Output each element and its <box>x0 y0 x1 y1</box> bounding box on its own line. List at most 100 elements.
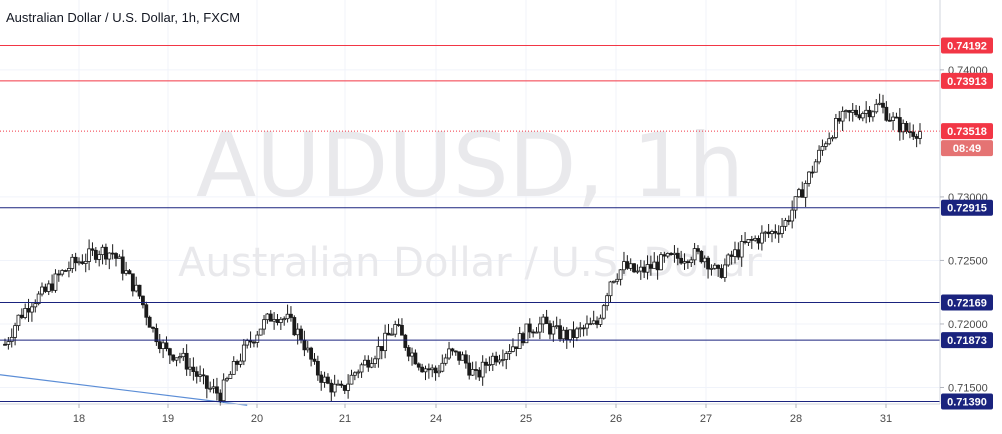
candle-down <box>706 257 710 270</box>
candle-up <box>480 361 485 378</box>
candle-up <box>682 261 687 264</box>
candle-up <box>423 368 428 373</box>
candle-down <box>894 116 899 119</box>
candle-up <box>541 316 546 325</box>
candle-down <box>302 339 307 351</box>
candle-down <box>564 329 569 340</box>
candle-up <box>490 355 495 365</box>
candle-up <box>369 363 374 368</box>
candle-down <box>154 328 159 343</box>
candle-up <box>376 346 381 360</box>
candle-down <box>144 304 149 318</box>
candle-up <box>601 305 606 319</box>
level-price-badge <box>941 332 993 349</box>
candle-down <box>679 257 684 264</box>
candle-up <box>813 161 818 173</box>
candle-up <box>588 323 593 326</box>
candle-down <box>379 346 384 352</box>
candle-down <box>104 246 108 260</box>
candle-up <box>524 323 529 344</box>
level-price-label: 0.73913 <box>947 76 987 88</box>
candle-up <box>783 220 788 227</box>
candle-down <box>403 334 408 348</box>
candle-up <box>117 256 122 259</box>
candle-down <box>558 325 562 340</box>
candle-up <box>30 306 34 313</box>
candle-up <box>161 342 166 350</box>
candle-up <box>759 232 764 244</box>
candle-up <box>622 261 626 271</box>
candles <box>3 93 922 406</box>
candle-down <box>857 114 862 119</box>
candle-up <box>70 256 75 269</box>
candle-down <box>716 264 721 269</box>
candle-down <box>147 316 152 328</box>
candle-up <box>77 261 81 264</box>
candle-down <box>544 316 549 325</box>
candle-down <box>319 374 324 383</box>
candle-up <box>349 374 354 385</box>
candle-up <box>497 359 502 363</box>
candle-up <box>211 386 216 389</box>
candle-up <box>255 334 260 343</box>
candle-down <box>406 347 411 357</box>
time-axis[interactable]: 18 19 20 21 24 25 26 27 28 31 <box>73 404 892 425</box>
candle-down <box>433 367 438 374</box>
candle-up <box>440 362 445 372</box>
x-tick-label: 31 <box>880 413 892 425</box>
level-price-label: 0.71390 <box>947 396 987 408</box>
candle-down <box>908 131 912 133</box>
current-price-badge <box>941 123 993 140</box>
candle-down <box>164 342 169 350</box>
watermark-name: Australian Dollar / U.S. Dollar <box>178 240 762 286</box>
level-price-badge <box>941 393 993 410</box>
candle-down <box>218 392 223 402</box>
candle-up <box>871 111 875 118</box>
candle-up <box>221 379 226 402</box>
candle-down <box>73 256 78 264</box>
candle-down <box>167 348 172 356</box>
level-price-badge <box>941 294 993 311</box>
candle-down <box>867 109 872 118</box>
candle-down <box>416 363 421 368</box>
candle-up <box>272 319 277 322</box>
candle-up <box>282 318 287 321</box>
candle-up <box>618 269 623 280</box>
candle-up <box>265 313 270 321</box>
candle-down <box>63 270 68 272</box>
candle-up <box>659 254 663 271</box>
horizontal-levels[interactable] <box>0 44 940 402</box>
candle-down <box>642 266 647 273</box>
candle-up <box>500 359 505 361</box>
candle-up <box>437 370 441 374</box>
candle-up <box>107 252 112 260</box>
candle-up <box>793 196 798 211</box>
candle-up <box>709 267 714 270</box>
candle-up <box>346 383 351 391</box>
candle-up <box>739 241 744 258</box>
candle-up <box>817 149 821 163</box>
candle-down <box>248 340 253 343</box>
candle-down <box>699 250 704 263</box>
candle-down <box>776 232 781 235</box>
candle-down <box>457 351 462 361</box>
candle-up <box>864 109 869 114</box>
candle-down <box>268 313 273 322</box>
candle-up <box>511 346 515 352</box>
trendline[interactable] <box>0 374 248 406</box>
candle-up <box>356 371 361 374</box>
candle-down <box>204 375 209 389</box>
candle-up <box>83 261 88 264</box>
candle-down <box>669 253 673 255</box>
price-badges: 0.74192 0.73913 0.72915 0.72169 0.71873 0.713… <box>941 37 993 410</box>
candle-down <box>339 383 344 386</box>
candle-down <box>884 106 889 121</box>
candle-down <box>141 295 145 306</box>
candle-up <box>652 261 657 269</box>
candle-down <box>800 189 805 198</box>
candle-down <box>26 308 31 313</box>
candle-down <box>477 369 482 378</box>
candle-down <box>400 324 404 336</box>
trendline-segment[interactable] <box>0 374 248 406</box>
